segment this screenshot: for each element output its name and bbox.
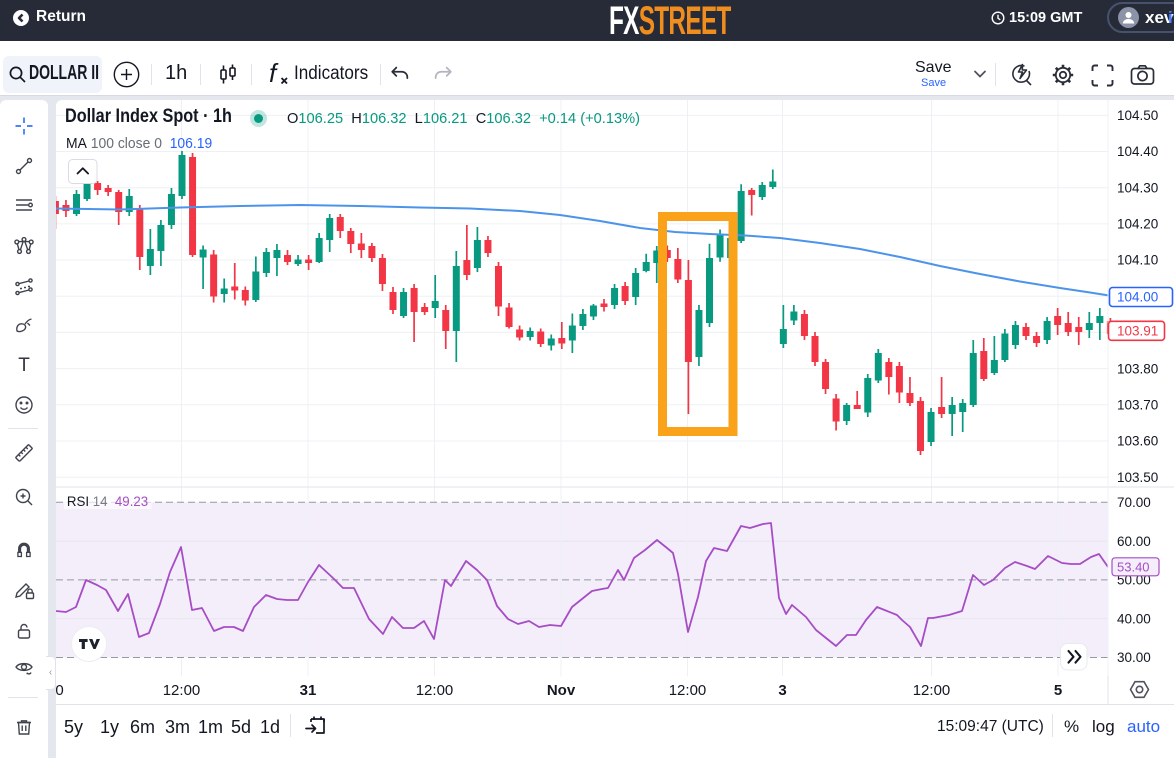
svg-text:104.30: 104.30 [1117, 180, 1158, 195]
svg-text:60.00: 60.00 [1117, 534, 1151, 549]
svg-text:T: T [18, 355, 30, 375]
svg-text:104.50: 104.50 [1117, 108, 1158, 123]
svg-text:31: 31 [300, 682, 317, 699]
svg-text:103.50: 103.50 [1117, 470, 1158, 485]
svg-text:12:00: 12:00 [913, 682, 951, 699]
svg-text:40.00: 40.00 [1117, 611, 1151, 626]
svg-text:104.10: 104.10 [1117, 253, 1158, 268]
svg-text:12:00: 12:00 [163, 682, 201, 699]
svg-text:5: 5 [1054, 682, 1062, 699]
svg-text:103.60: 103.60 [1117, 434, 1158, 449]
svg-text:0: 0 [56, 682, 64, 699]
svg-text:3: 3 [778, 682, 786, 699]
svg-text:104.20: 104.20 [1117, 217, 1158, 232]
svg-text:30.00: 30.00 [1117, 650, 1151, 665]
svg-text:12:00: 12:00 [416, 682, 454, 699]
svg-text:70.00: 70.00 [1117, 495, 1151, 510]
svg-text:103.91: 103.91 [1117, 324, 1158, 339]
svg-text:103.70: 103.70 [1117, 398, 1158, 413]
svg-text:104.40: 104.40 [1117, 144, 1158, 159]
svg-text:104.00: 104.00 [1117, 290, 1158, 305]
svg-text:12:00: 12:00 [669, 682, 707, 699]
svg-text:103.80: 103.80 [1117, 361, 1158, 376]
svg-text:53.40: 53.40 [1117, 559, 1150, 574]
svg-text:Nov: Nov [547, 682, 576, 699]
svg-text:f: f [269, 58, 279, 88]
